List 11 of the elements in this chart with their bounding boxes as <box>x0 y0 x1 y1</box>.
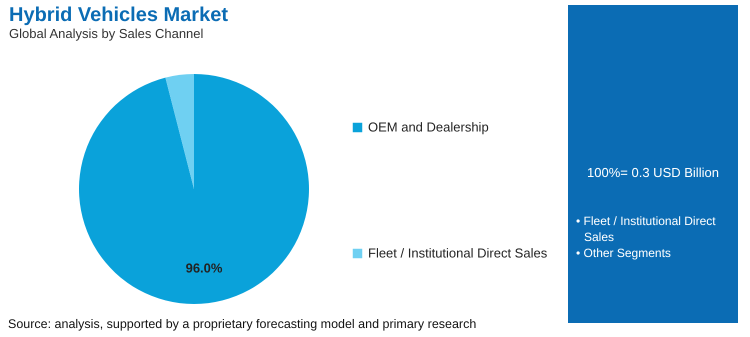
pie-slice <box>165 74 194 189</box>
source-note: Source: analysis, supported by a proprietary forecasting model and primary research <box>8 317 476 331</box>
pie-slice <box>79 74 309 304</box>
data-label: 96.0% <box>186 260 223 276</box>
text: 100%= 0.3 USD Billion <box>586 165 720 180</box>
legend-label: OEM and Dealership <box>368 120 489 134</box>
text: • Fleet / Institutional Direct Sales <box>576 213 717 245</box>
legend-label: Fleet / Institutional Direct Sales <box>368 246 548 260</box>
chart-subtitle: Global Analysis by Sales Channel <box>9 26 204 41</box>
text: • Other Segments <box>576 245 672 261</box>
chart-title: Hybrid Vehicles Market <box>9 4 228 26</box>
